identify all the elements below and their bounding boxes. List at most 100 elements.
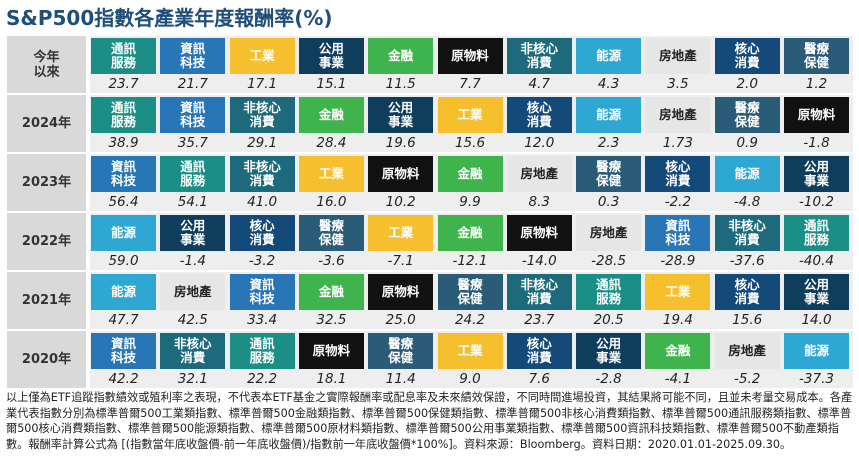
return-value: -2.2 (664, 194, 692, 210)
sector-cell: 核心 消費 (645, 156, 711, 192)
sector-cell: 工業 (645, 274, 711, 310)
sector-cell: 房地產 (714, 333, 780, 369)
sector-returns-table: 今年 以來 通訊 服務 23.7 資訊 科技 21.7 工業 17.1 公用 事業 15.1 金融… (7, 36, 853, 388)
sector-cell: 原物料 (298, 333, 364, 369)
sector-cell: 公用 事業 (784, 156, 849, 192)
return-value: 19.4 (662, 312, 693, 328)
sector-cell: 工業 (368, 215, 434, 251)
return-value: 56.4 (108, 194, 139, 210)
return-value: 59.0 (108, 253, 139, 269)
return-value: 17.1 (247, 76, 278, 92)
return-value: -28.9 (660, 253, 696, 269)
return-value: 7.7 (459, 76, 481, 92)
return-value: 1.73 (662, 135, 693, 151)
return-value: 38.9 (108, 135, 139, 151)
sector-cell: 資訊 科技 (160, 38, 226, 74)
return-value: -4.1 (664, 371, 692, 387)
sector-cell: 工業 (437, 333, 503, 369)
sector-cell: 金融 (437, 215, 503, 251)
sector-cell: 公用 事業 (784, 274, 849, 310)
return-value: 8.3 (528, 194, 551, 210)
sector-cell: 通訊 服務 (160, 156, 226, 192)
sector-cell: 金融 (298, 97, 364, 133)
return-value: -14.0 (521, 253, 557, 269)
sector-cell: 通訊 服務 (784, 215, 849, 251)
sector-cell: 原物料 (437, 38, 503, 74)
sector-cell: 醫療 保健 (368, 333, 434, 369)
sector-cell: 能源 (714, 156, 780, 192)
return-value: -40.4 (799, 253, 834, 269)
return-value: 42.2 (108, 371, 139, 387)
sector-cell: 通訊 服務 (91, 97, 156, 133)
return-value: 0.9 (736, 135, 758, 151)
sector-cell: 醫療 保健 (714, 97, 780, 133)
return-value: 18.1 (316, 371, 347, 387)
sector-cell: 金融 (368, 38, 434, 74)
return-value: 0.3 (597, 194, 620, 210)
sector-cell: 原物料 (368, 274, 434, 310)
sector-cell: 通訊 服務 (576, 274, 642, 310)
return-value: 9.0 (459, 371, 481, 387)
sector-cell: 房地產 (506, 156, 572, 192)
sector-cell: 醫療 保健 (298, 215, 364, 251)
sector-cell: 非核心 消費 (506, 38, 572, 74)
sector-cell: 資訊 科技 (91, 333, 156, 369)
return-value: 15.1 (316, 76, 347, 92)
sector-cell: 非核心 消費 (506, 274, 572, 310)
sector-cell: 工業 (298, 156, 364, 192)
return-value: 41.0 (247, 194, 278, 210)
sector-cell: 非核心 消費 (160, 333, 226, 369)
sector-cell: 房地產 (576, 215, 642, 251)
sector-cell: 醫療 保健 (784, 38, 849, 74)
sector-cell: 能源 (91, 215, 156, 251)
return-value: 28.4 (316, 135, 347, 151)
sector-cell: 能源 (576, 97, 642, 133)
return-value: -7.1 (387, 253, 414, 269)
sector-cell: 醫療 保健 (576, 156, 642, 192)
return-value: 20.5 (593, 312, 624, 328)
return-value: -1.8 (803, 135, 830, 151)
row-label: 2022年 (7, 213, 86, 270)
sector-cell: 金融 (645, 333, 711, 369)
sector-cell: 核心 消費 (229, 215, 295, 251)
return-value: -37.6 (729, 253, 765, 269)
sector-cell: 通訊 服務 (91, 38, 156, 74)
sector-cell: 公用 事業 (160, 215, 226, 251)
sector-cell: 原物料 (368, 156, 434, 192)
return-value: -5.2 (734, 371, 761, 387)
return-value: 12.0 (524, 135, 555, 151)
return-value: -1.4 (179, 253, 206, 269)
sector-cell: 資訊 科技 (160, 97, 226, 133)
return-value: 15.6 (454, 135, 486, 151)
return-value: 1.2 (805, 76, 828, 92)
sector-cell: 醫療 保健 (437, 274, 503, 310)
return-value: 2.3 (597, 135, 620, 151)
return-value: -10.2 (799, 194, 834, 210)
return-value: 19.6 (385, 135, 416, 151)
sector-cell: 房地產 (160, 274, 226, 310)
row-label: 2023年 (7, 154, 86, 211)
return-value: 7.6 (528, 371, 551, 387)
sector-cell: 原物料 (506, 215, 572, 251)
sector-cell: 原物料 (784, 97, 849, 133)
sector-cell: 工業 (437, 97, 503, 133)
footnote: 以上僅為ETF追蹤指數績效或殖利率之表現，不代表本ETF基金之實際報酬率或配息率… (6, 391, 853, 451)
return-value: -12.1 (452, 253, 488, 269)
sector-cell: 能源 (576, 38, 642, 74)
return-value: 10.2 (385, 194, 416, 210)
sector-cell: 非核心 消費 (229, 97, 295, 133)
sector-cell: 房地產 (645, 97, 711, 133)
return-value: 32.5 (316, 312, 347, 328)
return-value: 29.1 (247, 135, 278, 151)
return-value: 9.9 (459, 194, 481, 210)
return-value: 32.1 (177, 371, 208, 387)
return-value: 33.4 (247, 312, 278, 328)
sector-cell: 金融 (437, 156, 503, 192)
return-value: 24.2 (454, 312, 486, 328)
sector-cell: 非核心 消費 (229, 156, 295, 192)
row-label: 2024年 (7, 95, 86, 152)
sector-cell: 核心 消費 (714, 274, 780, 310)
sector-cell: 資訊 科技 (645, 215, 711, 251)
return-value: -2.8 (595, 371, 622, 387)
row-label: 2021年 (7, 272, 86, 329)
